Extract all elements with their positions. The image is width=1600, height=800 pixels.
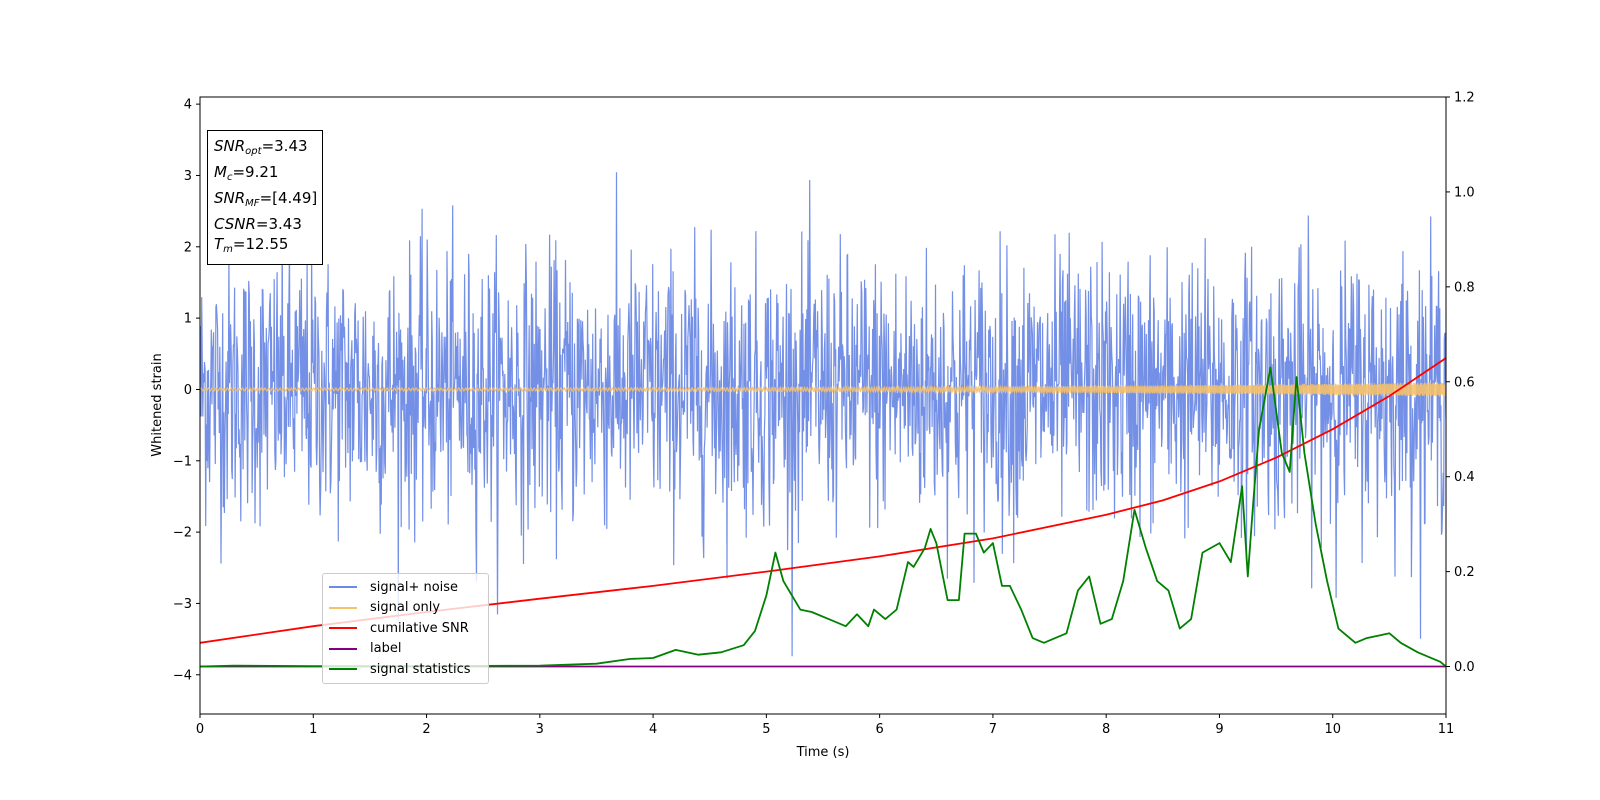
y-right-tick-label: 1.0 (1454, 185, 1475, 200)
series-signal-statistics (200, 366, 1446, 668)
snr-mf-value: [4.49] (272, 189, 318, 207)
series-signal-only (200, 382, 1446, 397)
y-right-tick-label: 1.2 (1454, 91, 1475, 106)
y-left-tick-label: 4 (184, 98, 192, 113)
y-left-tick-label: 3 (184, 169, 192, 184)
plot-frame (199, 96, 1447, 715)
x-tick-label: 9 (1215, 722, 1223, 737)
legend-label: label (370, 641, 402, 657)
tm-value: 12.55 (245, 235, 289, 253)
legend-item: signal only (329, 598, 484, 619)
x-tick-label: 6 (875, 722, 883, 737)
legend-swatch (329, 668, 357, 671)
y-right-tick-label: 0.8 (1454, 280, 1475, 295)
legend-item: label (329, 639, 484, 660)
y-left-tick-label: −3 (173, 597, 192, 612)
legend-item: signal+ noise (329, 577, 484, 598)
snr-mf-row: SNRMF=[4.49] (214, 189, 318, 209)
snr-info-box: SNRopt=3.43 Mc=9.21 SNRMF=[4.49] CSNR=3.… (207, 130, 324, 265)
y-right-tick-label: 0.0 (1454, 660, 1475, 675)
csnr-row: CSNR=3.43 (214, 215, 302, 233)
legend-swatch (329, 586, 357, 589)
signal-only-trace (200, 382, 1446, 397)
y-right-tick-label: 0.6 (1454, 375, 1475, 390)
legend-item: signal statistics (329, 659, 484, 680)
x-tick-label: 10 (1324, 722, 1341, 737)
x-tick-label: 3 (536, 722, 544, 737)
y-left-tick-label: 2 (184, 240, 192, 255)
legend-swatch (329, 647, 357, 650)
x-tick-label: 11 (1438, 722, 1455, 737)
x-axis-label: Time (s) (796, 745, 850, 760)
csnr-value: 3.43 (268, 215, 302, 233)
mc-row: Mc=9.21 (214, 163, 279, 183)
tm-row: Tm=12.55 (214, 235, 289, 255)
x-tick-label: 5 (762, 722, 770, 737)
y-left-tick-label: −2 (173, 526, 192, 541)
legend-label: signal+ noise (370, 579, 459, 595)
legend-item: cumilative SNR (329, 618, 484, 639)
x-tick-label: 0 (196, 722, 204, 737)
noise-trace (200, 172, 1446, 657)
x-tick-label: 8 (1102, 722, 1110, 737)
snr-opt-value: 3.43 (274, 137, 308, 155)
legend-swatch (329, 606, 357, 609)
series-signal-plus-noise (200, 172, 1446, 657)
x-tick-label: 2 (422, 722, 430, 737)
chart-legend: signal+ noise signal only cumilative SNR… (322, 573, 489, 684)
x-tick-label: 1 (309, 722, 317, 737)
y-left-tick-label: −4 (173, 668, 192, 683)
x-tick-label: 7 (989, 722, 997, 737)
y-left-tick-label: 1 (184, 312, 192, 327)
y-right-tick-label: 0.2 (1454, 565, 1475, 580)
x-tick-label: 4 (649, 722, 657, 737)
y-right-axis-ticks: 1.2 1.0 0.8 0.6 0.4 0.2 0.0 (1446, 91, 1475, 675)
y-left-axis-ticks: 4 3 2 1 0 −1 −2 −3 −4 (173, 98, 200, 683)
legend-label: signal only (370, 600, 441, 616)
x-axis-ticks: 0 1 2 3 4 5 6 7 8 9 10 11 (196, 714, 1454, 737)
y-right-tick-label: 0.4 (1454, 470, 1475, 485)
snr-opt-row: SNRopt=3.43 (214, 137, 308, 157)
y-axis-label: Whitened strain (150, 353, 165, 456)
mc-value: 9.21 (245, 163, 279, 181)
legend-label: cumilative SNR (370, 620, 469, 636)
legend-swatch (329, 627, 357, 630)
y-left-tick-label: 0 (184, 383, 192, 398)
y-left-tick-label: −1 (173, 454, 192, 469)
legend-label: signal statistics (370, 661, 471, 677)
